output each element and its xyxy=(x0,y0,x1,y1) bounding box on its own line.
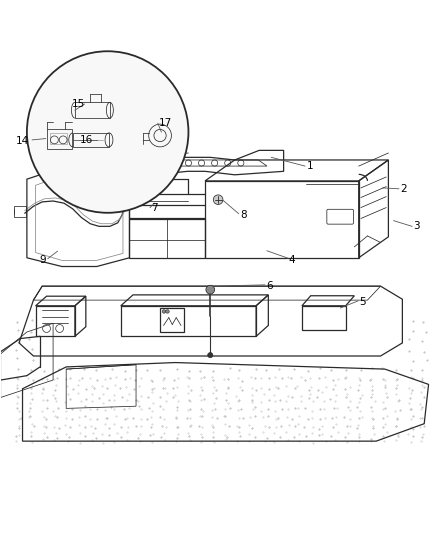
Text: 7: 7 xyxy=(151,204,158,213)
Circle shape xyxy=(27,51,188,213)
Circle shape xyxy=(206,285,215,294)
Text: 9: 9 xyxy=(39,255,46,265)
Text: 2: 2 xyxy=(400,184,407,194)
Circle shape xyxy=(166,310,169,313)
Text: 6: 6 xyxy=(266,281,273,291)
Circle shape xyxy=(208,352,213,358)
Text: 8: 8 xyxy=(240,210,247,220)
Text: 16: 16 xyxy=(80,135,93,145)
Circle shape xyxy=(213,195,223,205)
Text: 5: 5 xyxy=(359,297,365,308)
Circle shape xyxy=(162,310,166,313)
Text: 17: 17 xyxy=(159,118,173,128)
Text: 3: 3 xyxy=(413,221,420,231)
Text: 4: 4 xyxy=(289,255,296,264)
Text: 15: 15 xyxy=(71,99,85,109)
Text: 1: 1 xyxy=(306,161,313,171)
Text: 14: 14 xyxy=(16,136,29,146)
